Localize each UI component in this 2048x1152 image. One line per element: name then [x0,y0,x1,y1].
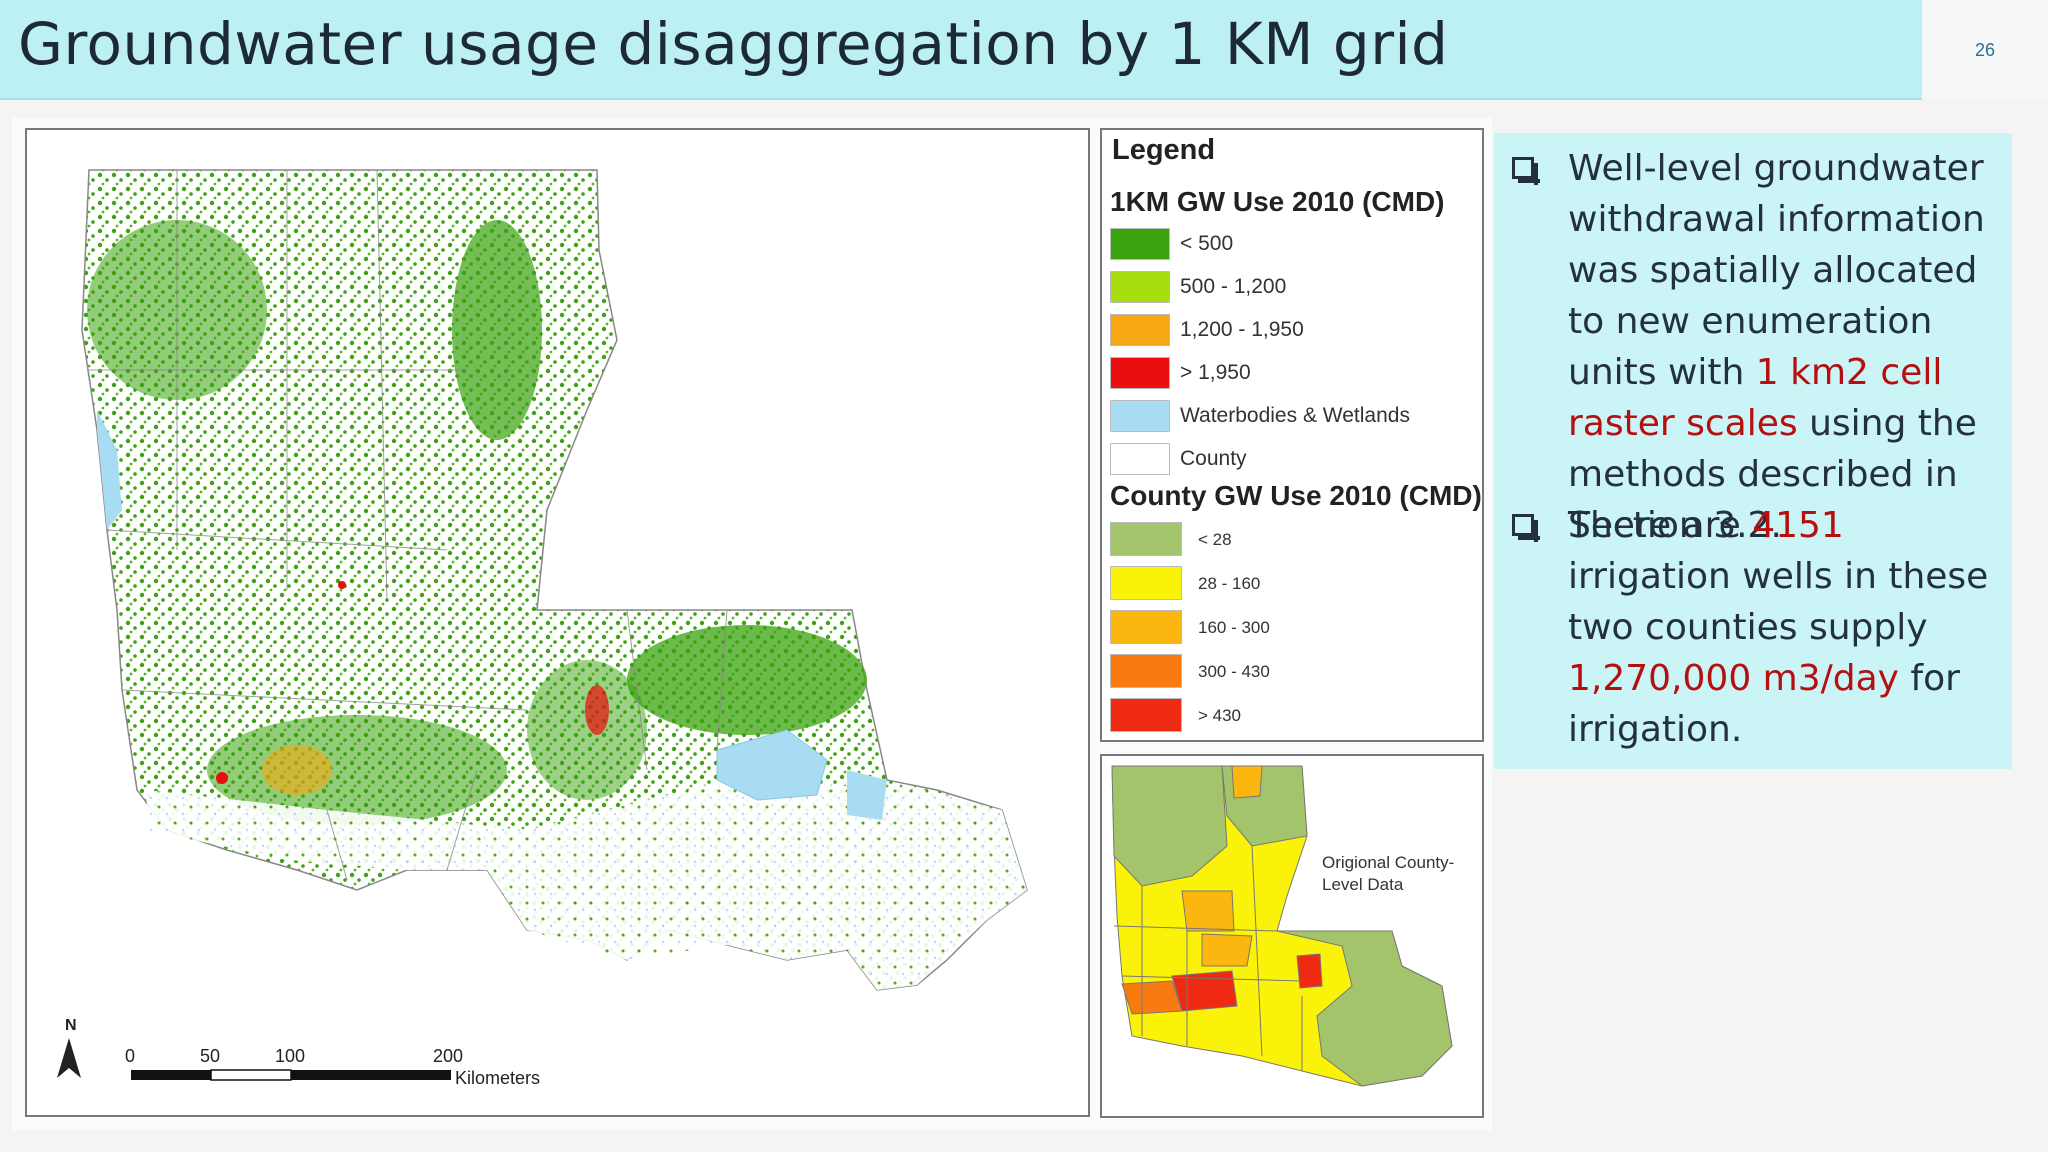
scale-tick-0: 0 [125,1046,135,1066]
grid-legend-swatch [1110,314,1170,346]
county-legend-swatch [1110,610,1182,644]
county-legend-label: < 28 [1198,530,1232,549]
grid-legend-swatch [1110,271,1170,303]
scale-unit: Kilometers [455,1068,540,1088]
county-legend-label: 28 - 160 [1198,574,1261,593]
title-bar: Groundwater usage disaggregation by 1 KM… [0,0,1922,100]
county-legend-swatch [1110,522,1182,556]
county-legend-swatch [1110,698,1182,732]
grid-legend-heading: 1KM GW Use 2010 (CMD) [1110,186,1445,217]
inset-label: Origional County-Level Data [1322,853,1455,894]
grid-legend-label: County [1180,447,1247,470]
scale-bar: 0 50 100 200 Kilometers [125,1046,540,1088]
slide-number: 26 [1974,40,1996,60]
inset-map: Origional County-Level Data [1100,754,1484,1118]
north-label: N [65,1017,77,1034]
county-legend-swatch [1110,654,1182,688]
scale-tick-50: 50 [200,1046,220,1066]
county-legend-label: > 430 [1198,706,1242,725]
scale-tick-200: 200 [433,1046,463,1066]
bullet-2-text-end: for irrigation. [1568,658,1960,750]
grid-legend-swatch [1110,443,1170,475]
scale-tick-100: 100 [275,1046,305,1066]
bullet-1: Well-level groundwater withdrawal inform… [1512,143,2002,551]
checkbox-bullet-icon [1512,157,1540,185]
county-legend-swatch [1110,566,1182,600]
grid-legend-swatch [1110,400,1170,432]
inset-map-svg [1111,765,1453,1087]
county-legend-label: 160 - 300 [1198,618,1270,637]
bullet-2-highlight-volume: 1,270,000 m3/day [1568,658,1899,699]
grid-legend-label: 1,200 - 1,950 [1180,318,1304,341]
bullet-1-highlight: 1 km2 cell raster scales [1568,352,1943,444]
louisiana-map-svg: N 0 50 100 200 Kilometers [57,169,1028,1088]
bullet-2-highlight-wells: 4151 [1752,505,1844,546]
north-arrow-icon [57,1038,81,1078]
grid-legend-swatch [1110,357,1170,389]
grid-legend-label: > 1,950 [1180,361,1251,384]
bullet-1-text: Well-level groundwater withdrawal inform… [1568,148,1985,393]
bullet-2-text-mid: irrigation wells in these two counties s… [1568,556,1989,648]
main-map: N 0 50 100 200 Kilometers [25,128,1090,1117]
county-legend-label: 300 - 430 [1198,662,1270,681]
checkbox-bullet-icon [1512,514,1540,542]
grid-legend-label: Waterbodies & Wetlands [1180,404,1410,427]
text-panel: Well-level groundwater withdrawal inform… [1494,133,2012,769]
grid-legend-swatch [1110,228,1170,260]
grid-legend-label: 500 - 1,200 [1180,275,1287,298]
slide-number-box: 26 [1922,0,2048,98]
county-legend-heading: County GW Use 2010 (CMD) [1110,480,1482,511]
slide-title: Groundwater usage disaggregation by 1 KM… [18,10,1449,78]
legend-title: Legend [1112,134,1216,166]
legend-panel: Legend 1KM GW Use 2010 (CMD) < 500 500 - … [1100,128,1484,742]
grid-legend-label: < 500 [1180,232,1234,255]
bullet-2: There are 4151 irrigation wells in these… [1512,500,2002,755]
bullet-2-text: There are [1568,505,1753,546]
bullet-1-text-end: using the methods described in Section 3… [1568,403,1977,546]
